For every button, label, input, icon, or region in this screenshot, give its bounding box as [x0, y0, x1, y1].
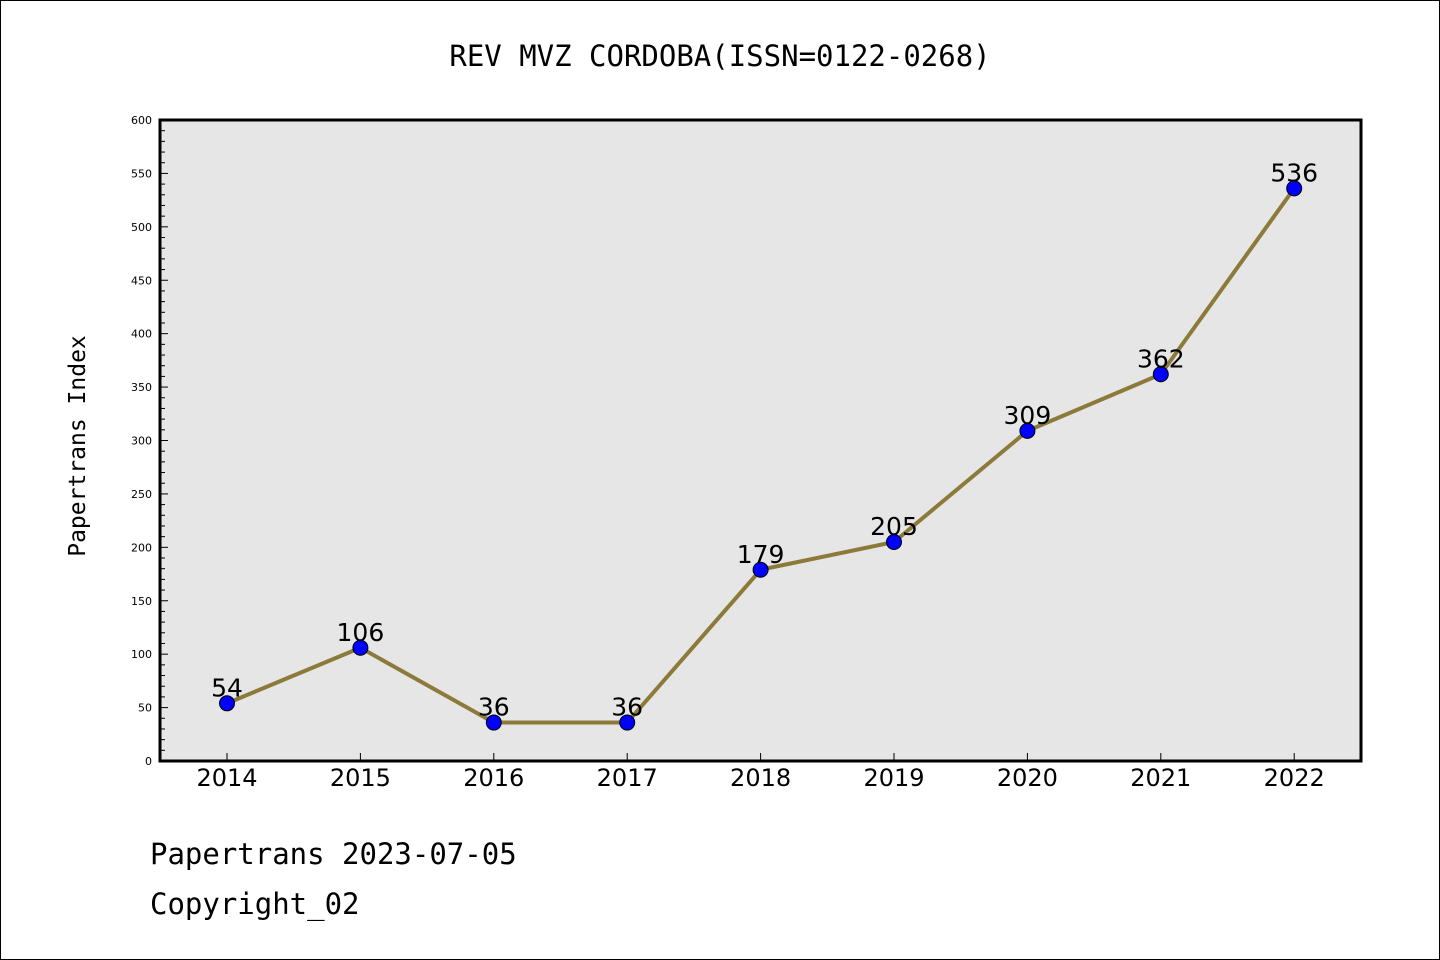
- plot-border: [158, 118, 1363, 763]
- data-point: [1152, 366, 1169, 383]
- data-point: [352, 639, 369, 656]
- chart-title: REV MVZ CORDOBA(ISSN=0122-0268): [449, 39, 990, 73]
- plot-area: [160, 120, 1361, 761]
- y-tick-label: 500: [131, 221, 152, 234]
- y-tick-label: 50: [138, 702, 152, 715]
- data-labels: 54 106 36 36 179 205 309 362 536: [211, 158, 1318, 721]
- y-tick-label: 0: [145, 755, 152, 768]
- data-point: [1286, 180, 1303, 197]
- x-tick-label: 2018: [730, 764, 791, 792]
- data-label: 54: [211, 673, 243, 702]
- data-label: 205: [870, 512, 918, 541]
- y-tick-label: 400: [131, 328, 152, 341]
- y-tick-label: 450: [131, 274, 152, 287]
- x-tick-label: 2014: [196, 764, 257, 792]
- y-tick-label: 600: [131, 114, 152, 127]
- y-tick-label: 150: [131, 595, 152, 608]
- x-tick-label: 2021: [1130, 764, 1191, 792]
- y-tick-label: 200: [131, 541, 152, 554]
- x-tick-label: 2016: [463, 764, 524, 792]
- y-tick-label: 300: [131, 435, 152, 448]
- y-tick-label: 100: [131, 648, 152, 661]
- y-tick-label: 350: [131, 381, 152, 394]
- x-tick-label: 2019: [863, 764, 924, 792]
- x-tick-label: 2022: [1264, 764, 1325, 792]
- data-label: 106: [337, 618, 385, 647]
- data-label: 179: [737, 540, 785, 569]
- data-label: 36: [478, 693, 510, 722]
- footer-source: Papertrans 2023-07-05: [150, 837, 517, 871]
- data-label: 309: [1004, 401, 1052, 430]
- y-tick-label: 250: [131, 488, 152, 501]
- y-axis-label: Papertrans Index: [65, 335, 91, 557]
- series-markers: [219, 180, 1303, 731]
- data-label: 36: [611, 693, 643, 722]
- x-tick-label: 2017: [597, 764, 658, 792]
- y-tick-label: 550: [131, 167, 152, 180]
- data-point: [219, 695, 235, 712]
- footer-copyright: Copyright_02: [150, 887, 360, 922]
- data-point: [485, 714, 502, 731]
- x-tick-label: 2020: [997, 764, 1058, 792]
- data-point: [752, 561, 769, 578]
- x-axis: 2014 2015 2016 2017 2018 2019 2020 2021 2022: [196, 753, 1325, 792]
- data-point: [619, 714, 636, 731]
- data-point: [886, 533, 902, 550]
- data-point: [1019, 422, 1036, 439]
- data-label: 536: [1270, 158, 1318, 187]
- data-label: 362: [1137, 344, 1185, 373]
- x-tick-label: 2015: [330, 764, 391, 792]
